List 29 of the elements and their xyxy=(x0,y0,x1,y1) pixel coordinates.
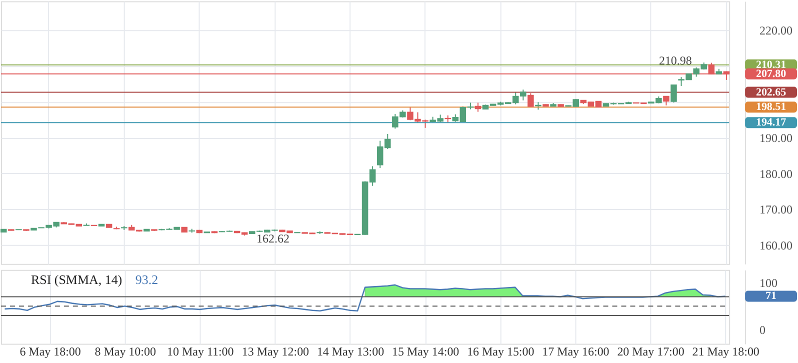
y-tick-label: 100 xyxy=(760,276,778,290)
ref-line-label: 194.17 xyxy=(756,116,787,129)
x-tick-label: 17 May 16:00 xyxy=(542,344,610,358)
y-tick-label: 170.00 xyxy=(760,202,792,217)
x-tick-label: 21 May 18:00 xyxy=(692,344,760,358)
text: 71 xyxy=(766,290,777,302)
y-tick-label: 220.00 xyxy=(760,24,792,38)
annotation: 93.2 xyxy=(135,272,158,287)
candlestick xyxy=(670,84,677,103)
annotation: 210.98 xyxy=(658,53,692,68)
ref-line-label: 198.51 xyxy=(756,101,786,114)
ref-line-label: 202.65 xyxy=(756,86,787,98)
x-tick-label: 10 May 11:00 xyxy=(167,344,234,358)
x-tick-label: 15 May 14:00 xyxy=(392,344,460,358)
chart-title: RSI (SMMA, 14) xyxy=(30,272,122,287)
annotation: 162.62 xyxy=(256,232,290,246)
x-tick-label: 6 May 18:00 xyxy=(20,344,81,358)
x-tick-label: 8 May 10:00 xyxy=(94,344,156,358)
y-tick-label: 160.00 xyxy=(760,238,792,252)
candlestick xyxy=(528,92,534,108)
x-tick-label: 20 May 17:00 xyxy=(617,344,684,358)
y-tick-label: 180.00 xyxy=(760,166,792,181)
candlestick xyxy=(663,96,670,106)
y-tick-label: 190.00 xyxy=(760,131,792,146)
candlestick xyxy=(474,102,482,112)
x-tick-label: 14 May 13:00 xyxy=(316,344,384,358)
x-tick-label: 13 May 12:00 xyxy=(242,344,310,358)
y-tick-label: 0 xyxy=(760,323,766,338)
x-tick-label: 16 May 15:00 xyxy=(467,344,534,358)
